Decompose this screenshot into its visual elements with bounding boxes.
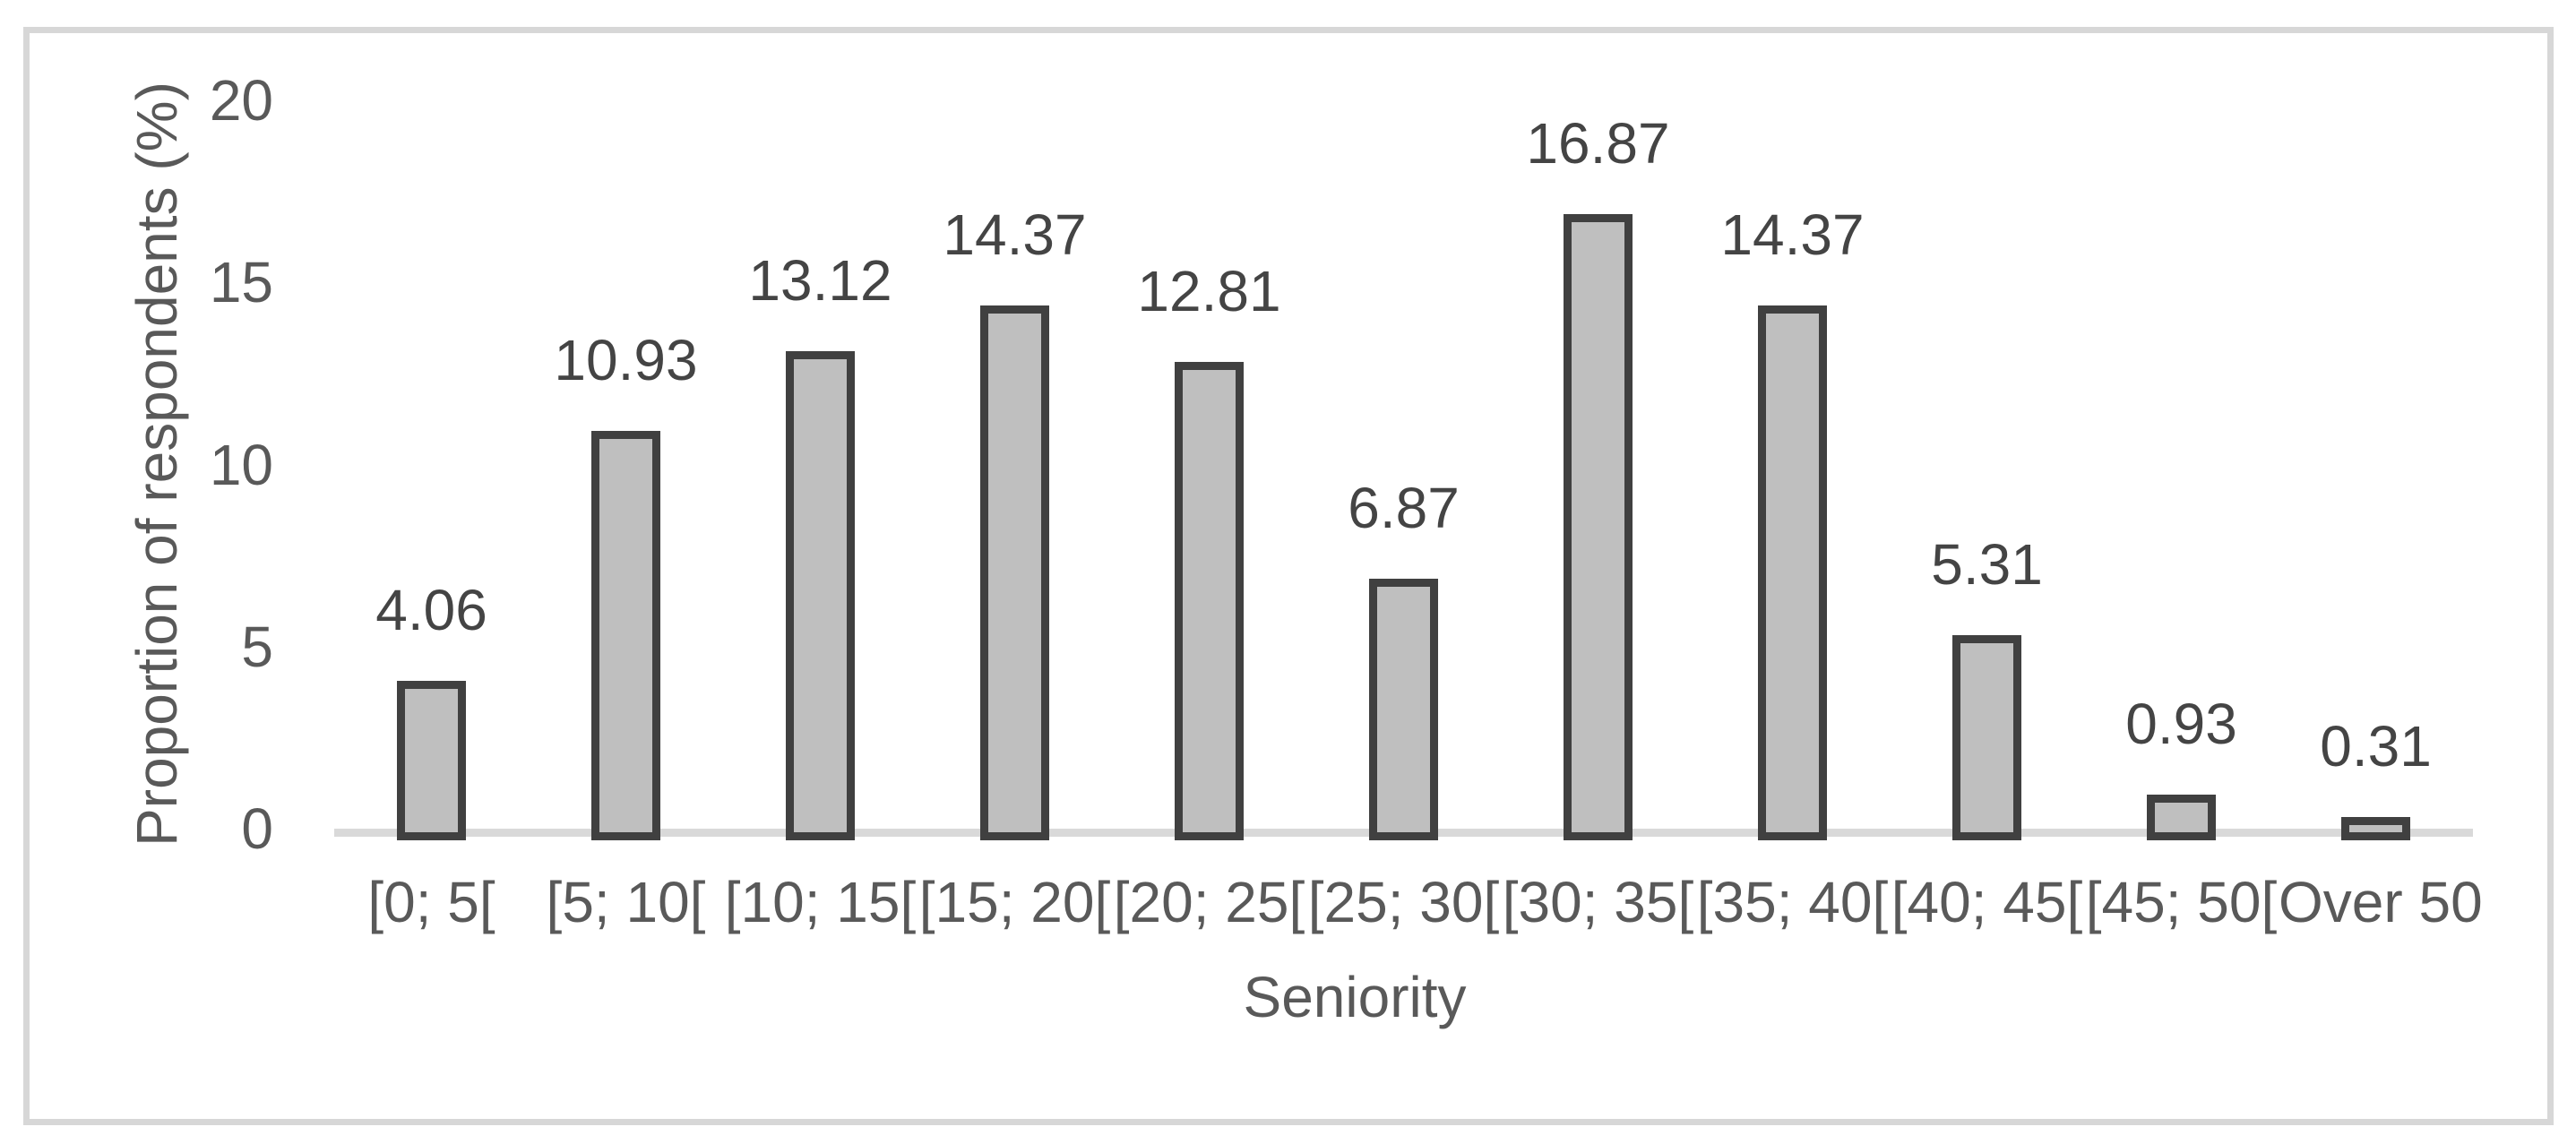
y-tick-label: 5: [241, 614, 273, 679]
x-category-label: [30; 35[: [1502, 870, 1694, 934]
x-category-label: [45; 50[: [2085, 870, 2278, 934]
x-category-label: [35; 40[: [1696, 870, 1889, 934]
y-tick-label: 20: [209, 68, 273, 133]
bar-value-label: 12.81: [1137, 259, 1281, 323]
y-tick-label: 0: [241, 796, 273, 861]
chart-frame: [23, 27, 2554, 1125]
x-category-label: [0; 5[: [367, 870, 495, 934]
x-category-label: [15; 20[: [918, 870, 1111, 934]
bar: [1758, 305, 1827, 840]
x-category-label: Over 50: [2279, 870, 2483, 934]
bar: [1175, 362, 1244, 840]
bar: [2147, 795, 2216, 840]
bar-value-label: 14.37: [1720, 202, 1865, 267]
x-axis-title: Seniority: [1243, 965, 1467, 1029]
bar-value-label: 13.12: [748, 248, 892, 313]
x-category-label: [5; 10[: [546, 870, 706, 934]
bar: [1952, 635, 2021, 840]
bar-value-label: 0.31: [2320, 714, 2432, 778]
bar-value-label: 4.06: [375, 578, 487, 642]
bar: [1369, 579, 1438, 840]
x-category-label: [25; 30[: [1307, 870, 1500, 934]
bar-value-label: 10.93: [554, 328, 698, 392]
bar-value-label: 6.87: [1348, 476, 1460, 540]
bar: [591, 431, 660, 840]
bar-value-label: 5.31: [1931, 532, 2043, 597]
bar: [786, 351, 855, 840]
bar-value-label: 16.87: [1526, 111, 1670, 176]
x-category-label: [10; 15[: [724, 870, 917, 934]
bar-value-label: 14.37: [943, 202, 1087, 267]
y-tick-label: 15: [209, 250, 273, 315]
x-category-label: [20; 25[: [1113, 870, 1305, 934]
x-category-label: [40; 45[: [1891, 870, 2083, 934]
bar: [1564, 214, 1633, 840]
bar-value-label: 0.93: [2125, 692, 2237, 756]
bar: [980, 305, 1049, 840]
bar: [397, 681, 466, 840]
bar: [2341, 817, 2410, 840]
y-tick-label: 10: [209, 432, 273, 497]
